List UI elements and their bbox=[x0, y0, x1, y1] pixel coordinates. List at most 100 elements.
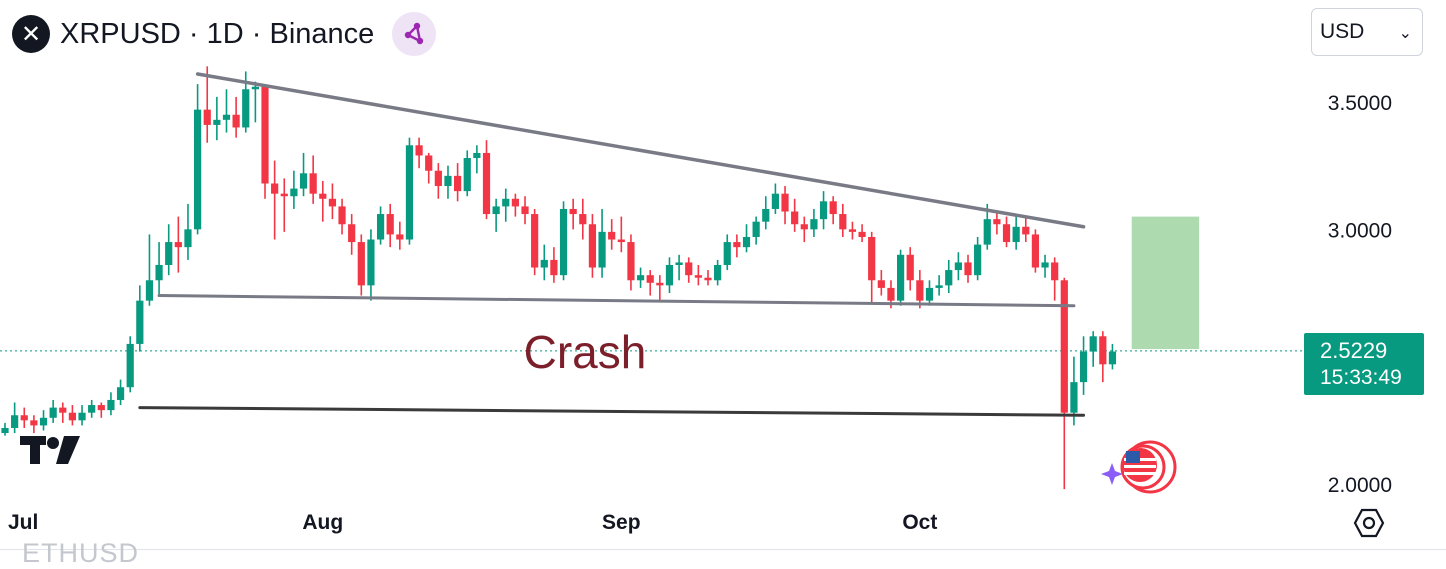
candle-body bbox=[11, 415, 19, 428]
candle bbox=[492, 198, 500, 232]
candle bbox=[675, 254, 683, 281]
candle-body bbox=[906, 254, 914, 281]
us-flag-event-icon[interactable] bbox=[1101, 440, 1177, 494]
candle-body bbox=[511, 198, 519, 207]
current-price-badge: 2.5229 15:33:49 bbox=[1304, 333, 1424, 395]
candle bbox=[280, 178, 288, 232]
candle bbox=[271, 160, 279, 240]
candle bbox=[1002, 216, 1011, 248]
candle bbox=[974, 236, 982, 281]
chevron-down-icon: ⌄ bbox=[1398, 22, 1412, 42]
candle bbox=[88, 399, 96, 418]
candle bbox=[319, 180, 327, 222]
candle-body bbox=[136, 300, 144, 344]
candle bbox=[704, 270, 712, 286]
candle bbox=[222, 89, 231, 133]
share-nodes-icon[interactable] bbox=[392, 12, 437, 56]
target-zone-box[interactable] bbox=[1131, 216, 1200, 350]
candle-body bbox=[1070, 382, 1078, 413]
candle-body bbox=[116, 387, 125, 400]
candle bbox=[68, 405, 77, 426]
candle-body bbox=[213, 119, 221, 125]
candle bbox=[752, 216, 760, 245]
candle bbox=[299, 152, 308, 197]
candle-body bbox=[338, 206, 346, 225]
candle bbox=[925, 280, 934, 306]
candle bbox=[261, 84, 269, 199]
crash-line[interactable] bbox=[138, 406, 1086, 417]
candle-body bbox=[242, 89, 250, 128]
candle-body bbox=[454, 175, 462, 192]
candle bbox=[829, 196, 837, 225]
candle-body bbox=[78, 412, 86, 421]
candle bbox=[126, 336, 134, 393]
candle-body bbox=[473, 152, 481, 159]
candle bbox=[791, 198, 799, 232]
support-line[interactable] bbox=[157, 294, 1076, 308]
candle bbox=[1089, 331, 1097, 367]
candle bbox=[396, 221, 404, 250]
current-price: 2.5229 bbox=[1320, 338, 1388, 363]
settings-hexagon-icon[interactable] bbox=[1352, 506, 1386, 540]
candle-body bbox=[97, 405, 105, 411]
candle-body bbox=[656, 282, 664, 286]
candle-body bbox=[733, 242, 741, 248]
candle bbox=[1041, 254, 1049, 278]
candle-body bbox=[502, 198, 510, 207]
candle bbox=[405, 137, 414, 245]
candle-body bbox=[463, 158, 471, 192]
candle-body bbox=[858, 231, 866, 237]
candle-body bbox=[916, 280, 924, 301]
candle bbox=[598, 208, 606, 278]
candle-body bbox=[1108, 351, 1117, 365]
candle bbox=[1079, 336, 1088, 395]
symbol-header: ✕ XRPUSD · 1D · Binance bbox=[12, 12, 437, 56]
candle-body bbox=[848, 229, 857, 232]
candle bbox=[723, 234, 731, 271]
candle-body bbox=[588, 224, 597, 268]
candle bbox=[1108, 343, 1117, 370]
candle-body bbox=[39, 417, 48, 426]
x-axis-ticks: Jul Aug Sep Oct bbox=[8, 511, 937, 534]
candle-body bbox=[945, 270, 953, 286]
candle bbox=[338, 198, 346, 235]
candle-body bbox=[636, 275, 645, 281]
candle-body bbox=[540, 259, 548, 268]
candle-body bbox=[1031, 234, 1040, 268]
candle-body bbox=[299, 173, 308, 189]
candle-body bbox=[810, 219, 818, 230]
candle bbox=[550, 247, 558, 283]
candle-body bbox=[1002, 224, 1011, 243]
pane-divider bbox=[0, 549, 1446, 550]
candle bbox=[49, 399, 57, 423]
candle bbox=[473, 145, 481, 174]
candle-body bbox=[704, 277, 712, 281]
candle-body bbox=[550, 259, 558, 276]
candle bbox=[685, 257, 693, 283]
candle bbox=[39, 410, 48, 431]
candle-body bbox=[49, 407, 57, 418]
candle bbox=[386, 203, 394, 248]
candle-body bbox=[405, 145, 414, 240]
candle bbox=[1031, 229, 1040, 273]
candle-body bbox=[415, 145, 423, 156]
candle-body bbox=[1089, 336, 1097, 352]
candle-body bbox=[203, 109, 211, 125]
candle-body bbox=[290, 188, 298, 197]
symbol-title[interactable]: XRPUSD · 1D · Binance bbox=[60, 17, 375, 50]
candle bbox=[136, 285, 144, 352]
candle bbox=[290, 170, 298, 209]
candle bbox=[107, 392, 115, 416]
candle-body bbox=[1099, 336, 1107, 365]
candle-body bbox=[954, 262, 962, 271]
currency-select[interactable]: USD ⌄ bbox=[1311, 8, 1423, 56]
candle-body bbox=[598, 231, 606, 268]
descending-trendline[interactable] bbox=[195, 72, 1086, 229]
candle bbox=[954, 252, 962, 281]
candle bbox=[1099, 331, 1107, 383]
candle bbox=[627, 234, 635, 291]
candle-body bbox=[964, 262, 972, 276]
candle-body bbox=[396, 234, 404, 240]
x-tick-label: Aug bbox=[302, 511, 343, 534]
